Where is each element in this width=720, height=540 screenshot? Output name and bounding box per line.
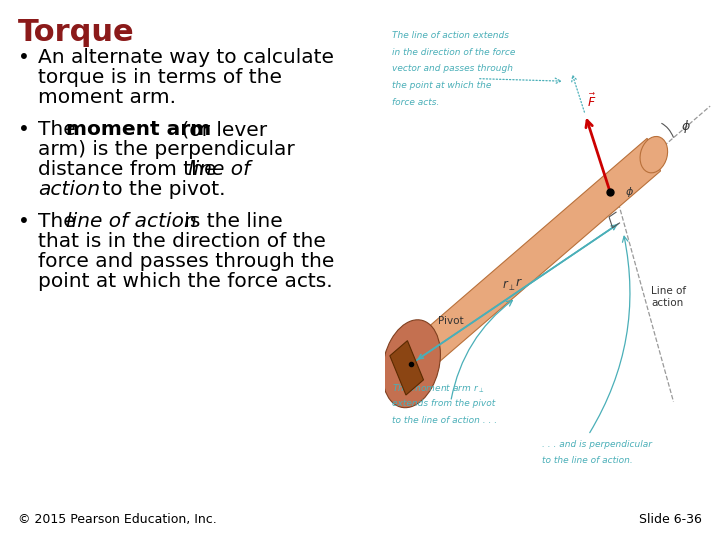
Text: torque is in terms of the: torque is in terms of the <box>38 68 282 87</box>
Polygon shape <box>405 138 660 380</box>
Text: The: The <box>38 212 82 231</box>
Text: force and passes through the: force and passes through the <box>38 252 334 271</box>
Text: Line of
action: Line of action <box>652 286 687 308</box>
Ellipse shape <box>382 320 441 408</box>
Text: force acts.: force acts. <box>392 98 439 106</box>
Text: (or lever: (or lever <box>175 120 267 139</box>
Text: to the pivot.: to the pivot. <box>96 180 225 199</box>
Text: extends from the pivot: extends from the pivot <box>392 400 495 408</box>
Text: $\phi$: $\phi$ <box>680 118 690 135</box>
Text: $\phi$: $\phi$ <box>625 185 634 199</box>
Text: An alternate way to calculate: An alternate way to calculate <box>38 48 334 67</box>
Text: action: action <box>38 180 100 199</box>
Text: distance from the: distance from the <box>38 160 223 179</box>
Text: $\vec{F}$: $\vec{F}$ <box>587 93 596 110</box>
Text: in the direction of the force: in the direction of the force <box>392 48 515 57</box>
Text: •: • <box>18 212 30 231</box>
Text: vector and passes through: vector and passes through <box>392 64 513 73</box>
Text: The: The <box>38 120 82 139</box>
Text: to the line of action . . .: to the line of action . . . <box>392 416 497 425</box>
Polygon shape <box>390 341 423 395</box>
Text: . . . and is perpendicular: . . . and is perpendicular <box>542 440 652 449</box>
Ellipse shape <box>640 137 667 173</box>
Text: line of action: line of action <box>66 212 197 231</box>
Text: Slide 6-36: Slide 6-36 <box>639 513 702 526</box>
Text: point at which the force acts.: point at which the force acts. <box>38 272 333 291</box>
Text: The line of action extends: The line of action extends <box>392 31 509 40</box>
Text: line of: line of <box>188 160 251 179</box>
Text: arm) is the perpendicular: arm) is the perpendicular <box>38 140 294 159</box>
Text: Pivot: Pivot <box>438 316 463 326</box>
Text: moment arm.: moment arm. <box>38 88 176 107</box>
Text: •: • <box>18 120 30 139</box>
Text: the point at which the: the point at which the <box>392 81 491 90</box>
Text: moment arm: moment arm <box>66 120 211 139</box>
Text: •: • <box>18 48 30 67</box>
Text: to the line of action.: to the line of action. <box>542 456 633 465</box>
Text: Torque: Torque <box>18 18 135 47</box>
Text: $r_\perp$: $r_\perp$ <box>503 279 516 293</box>
Text: The moment arm $r_\perp$: The moment arm $r_\perp$ <box>392 383 484 395</box>
Text: $r$: $r$ <box>516 275 523 288</box>
Text: © 2015 Pearson Education, Inc.: © 2015 Pearson Education, Inc. <box>18 513 217 526</box>
Text: is the line: is the line <box>178 212 283 231</box>
Text: that is in the direction of the: that is in the direction of the <box>38 232 326 251</box>
